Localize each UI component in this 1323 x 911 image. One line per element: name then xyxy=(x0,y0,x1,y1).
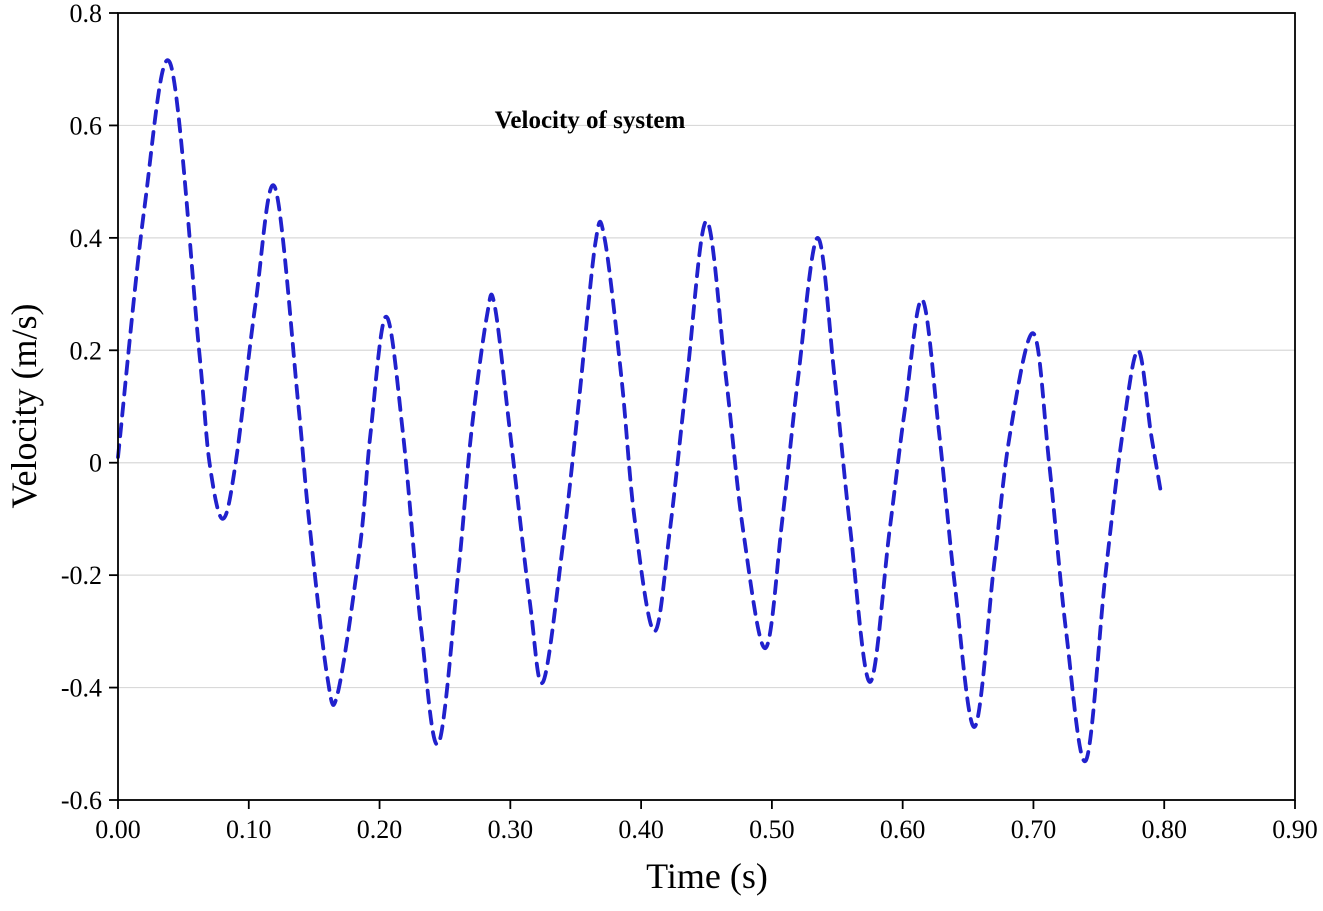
plot-frame xyxy=(117,12,1296,801)
y-axis-label: Velocity (m/s) xyxy=(4,304,44,509)
x-tick-label: 0.50 xyxy=(749,815,795,844)
axis-ticks xyxy=(109,12,1296,809)
velocity-curve xyxy=(116,58,1164,763)
x-tick-label: 0.30 xyxy=(488,815,534,844)
y-tick-label: -0.6 xyxy=(61,786,102,815)
y-tick-label: 0 xyxy=(89,449,102,478)
x-tick-label: 0.90 xyxy=(1272,815,1318,844)
x-tick-label: 0.80 xyxy=(1141,815,1187,844)
x-axis-label: Time (s) xyxy=(646,856,768,896)
tick-labels: 0.00 0.10 0.20 0.30 0.40 0.50 0.60 0.70 0.80 0.90… xyxy=(61,0,1318,844)
x-tick-label: 0.20 xyxy=(357,815,403,844)
x-tick-label: 0.40 xyxy=(618,815,664,844)
y-tick-label: 0.8 xyxy=(70,0,103,28)
chart-title: Velocity of system xyxy=(495,107,686,134)
x-tick-label: 0.60 xyxy=(880,815,926,844)
y-tick-label: 0.6 xyxy=(70,111,103,140)
y-tick-label: 0.2 xyxy=(70,336,103,365)
data-series xyxy=(116,58,1164,763)
x-tick-label: 0.00 xyxy=(95,815,141,844)
y-tick-label: 0.4 xyxy=(70,224,103,253)
x-tick-label: 0.70 xyxy=(1011,815,1057,844)
y-tick-label: -0.2 xyxy=(61,561,102,590)
x-tick-label: 0.10 xyxy=(226,815,272,844)
gridlines xyxy=(118,12,1295,801)
plot-border xyxy=(117,12,1296,801)
y-tick-label: -0.4 xyxy=(61,674,102,703)
